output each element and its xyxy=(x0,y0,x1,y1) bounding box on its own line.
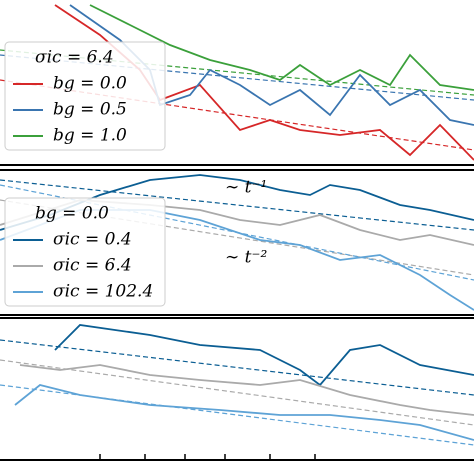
fit-line xyxy=(0,54,474,101)
legend-label: σic = 6.4 xyxy=(53,256,132,276)
annotation: ∼ t⁻² xyxy=(225,248,267,268)
fit-line xyxy=(0,384,474,446)
annotation: ∼ t⁻¹ xyxy=(225,178,267,198)
data-line xyxy=(89,4,474,91)
legend-title: bg = 0.0 xyxy=(35,204,109,224)
legend-box xyxy=(4,41,166,151)
data-line xyxy=(19,364,474,416)
legend-label: bg = 0.5 xyxy=(53,100,127,120)
legend-label: σic = 0.4 xyxy=(53,230,132,250)
fit-line xyxy=(0,49,474,96)
data-line xyxy=(0,174,474,231)
legend-box xyxy=(4,197,166,307)
legend-title: σic = 6.4 xyxy=(35,48,114,68)
data-line xyxy=(14,384,474,441)
legend-label: bg = 0.0 xyxy=(53,74,127,94)
legend-label: bg = 1.0 xyxy=(53,126,127,146)
legend-label: σic = 102.4 xyxy=(53,282,153,302)
data-line xyxy=(54,324,474,387)
